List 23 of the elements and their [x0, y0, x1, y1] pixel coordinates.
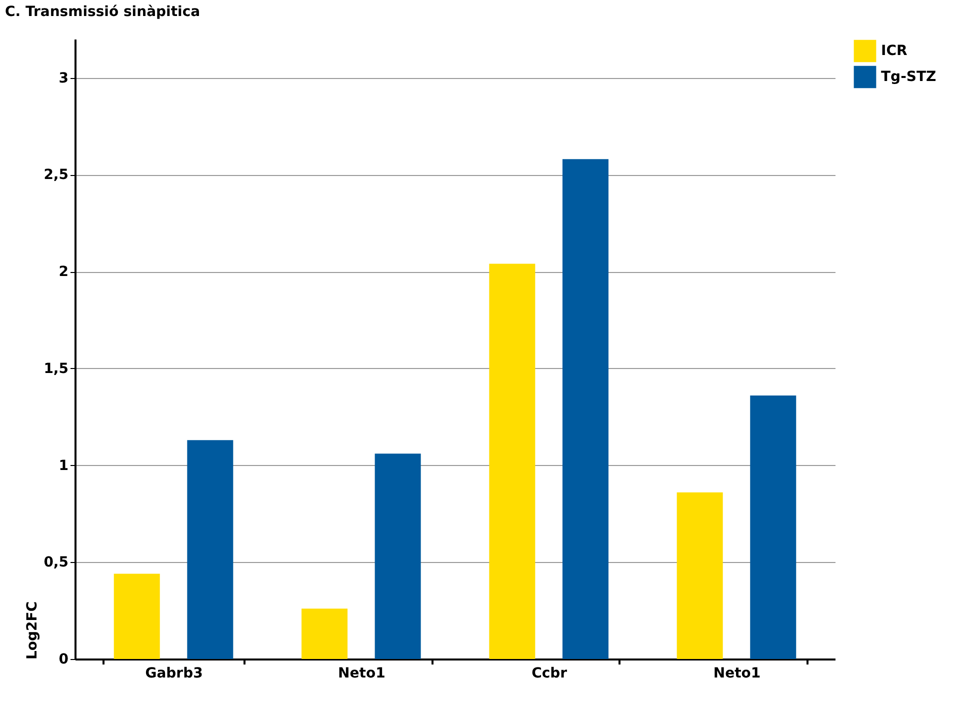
legend-label: Tg-STZ: [881, 69, 936, 85]
y-tick-label: 1,5: [44, 360, 68, 377]
y-tick-label: 2: [58, 264, 68, 280]
x-tick-label: Ccbr: [532, 666, 568, 682]
y-tick-label: 0: [58, 652, 69, 668]
bar: [187, 440, 234, 659]
bar: [374, 454, 421, 659]
x-tick-label: Gabrb3: [145, 666, 203, 682]
y-axis-title: Log2FC: [24, 601, 41, 660]
bar: [750, 396, 796, 659]
y-tick-label: 3: [58, 70, 68, 86]
legend-label: ICR: [881, 43, 908, 59]
y-tick-label: 2,5: [44, 167, 68, 184]
y-tick-label: 1: [58, 458, 68, 474]
bar: [489, 264, 536, 659]
bar: [114, 574, 160, 659]
chart-title: C. Transmissió sinàpitica: [5, 4, 200, 20]
x-tick-label: Neto1: [338, 666, 386, 682]
bar: [302, 608, 348, 659]
x-tick-label: Neto1: [713, 666, 761, 682]
bar: [562, 159, 608, 659]
bar: [676, 492, 723, 659]
y-tick-label: 0,5: [44, 554, 68, 571]
